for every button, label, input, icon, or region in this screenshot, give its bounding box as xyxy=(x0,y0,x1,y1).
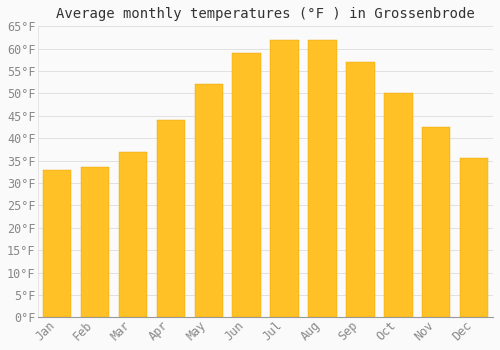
Bar xyxy=(384,93,412,317)
Bar xyxy=(270,40,299,317)
Bar xyxy=(232,53,261,317)
Bar xyxy=(346,62,374,317)
Bar xyxy=(43,170,72,317)
Title: Average monthly temperatures (°F ) in Grossenbrode: Average monthly temperatures (°F ) in Gr… xyxy=(56,7,475,21)
Bar xyxy=(119,152,147,317)
Bar xyxy=(81,167,110,317)
Bar xyxy=(156,120,185,317)
Bar xyxy=(194,84,223,317)
Bar xyxy=(460,159,488,317)
Bar xyxy=(308,40,336,317)
Bar xyxy=(422,127,450,317)
